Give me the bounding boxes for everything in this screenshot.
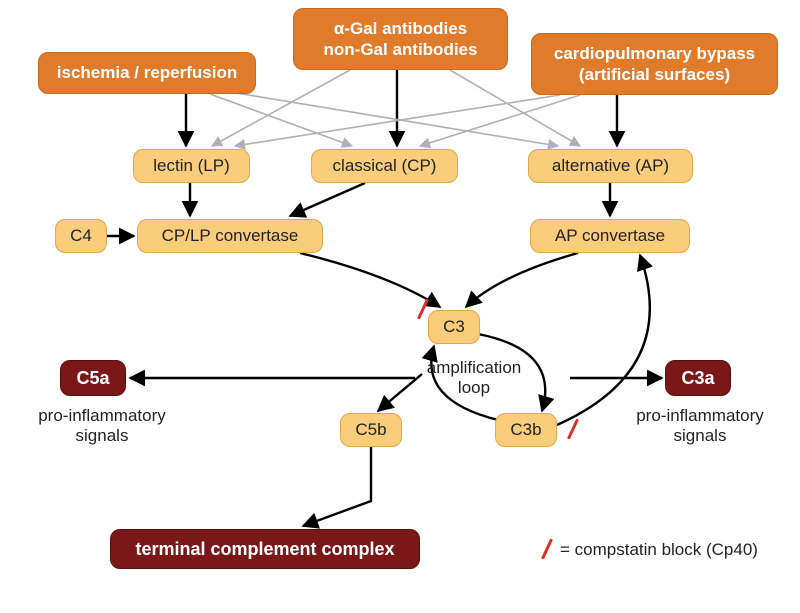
edge-cplp-c3 xyxy=(300,253,440,307)
node-c5a: C5a xyxy=(60,360,126,396)
node-lectin: lectin (LP) xyxy=(133,149,250,183)
legend-text: = compstatin block (Cp40) xyxy=(560,540,758,560)
label-line: signals xyxy=(22,426,182,446)
node-text: C3b xyxy=(510,419,541,440)
node-text: alternative (AP) xyxy=(552,155,669,176)
edge-c3b-apconv xyxy=(557,255,650,425)
edge-apconv-c3 xyxy=(466,253,578,307)
node-antibodies: α-Gal antibodies non-Gal antibodies xyxy=(293,8,508,70)
node-c4: C4 xyxy=(55,219,107,253)
node-text: C3 xyxy=(443,316,465,337)
node-text: C5a xyxy=(76,367,109,390)
node-text: lectin (LP) xyxy=(153,155,230,176)
label-line: amplification xyxy=(414,358,534,378)
label-line: pro-inflammatory xyxy=(22,406,182,426)
node-text: C3a xyxy=(681,367,714,390)
edge-bypass-classical xyxy=(420,95,580,146)
node-ap-convertase: AP convertase xyxy=(530,219,690,253)
node-ischemia: ischemia / reperfusion xyxy=(38,52,256,94)
node-c3a: C3a xyxy=(665,360,731,396)
label-pro-inflammatory-right: pro-inflammatory signals xyxy=(620,406,780,447)
node-text: cardiopulmonary bypass xyxy=(554,43,755,64)
node-c5b: C5b xyxy=(340,413,402,447)
node-text: α-Gal antibodies xyxy=(324,18,478,39)
node-cplp-convertase: CP/LP convertase xyxy=(137,219,323,253)
node-text: (artificial surfaces) xyxy=(554,64,755,85)
node-classical: classical (CP) xyxy=(311,149,458,183)
node-text: classical (CP) xyxy=(333,155,437,176)
node-text: C5b xyxy=(355,419,386,440)
node-text: non-Gal antibodies xyxy=(324,39,478,60)
node-text: CP/LP convertase xyxy=(162,225,299,246)
node-terminal-complex: terminal complement complex xyxy=(110,529,420,569)
node-alternative: alternative (AP) xyxy=(528,149,693,183)
node-text: terminal complement complex xyxy=(135,538,394,561)
label-line: loop xyxy=(414,378,534,398)
edge-classical-cplp xyxy=(290,183,365,216)
node-bypass: cardiopulmonary bypass (artificial surfa… xyxy=(531,33,778,95)
node-c3b: C3b xyxy=(495,413,557,447)
node-text: AP convertase xyxy=(555,225,665,246)
node-c3: C3 xyxy=(428,310,480,344)
label-amplification-loop: amplification loop xyxy=(414,358,534,399)
node-text: ischemia / reperfusion xyxy=(57,62,237,83)
label-line: signals xyxy=(620,426,780,446)
label-pro-inflammatory-left: pro-inflammatory signals xyxy=(22,406,182,447)
legend-label: = compstatin block (Cp40) xyxy=(560,540,758,559)
edge-c5b-tcc xyxy=(303,447,371,526)
node-text: C4 xyxy=(70,225,92,246)
label-line: pro-inflammatory xyxy=(620,406,780,426)
